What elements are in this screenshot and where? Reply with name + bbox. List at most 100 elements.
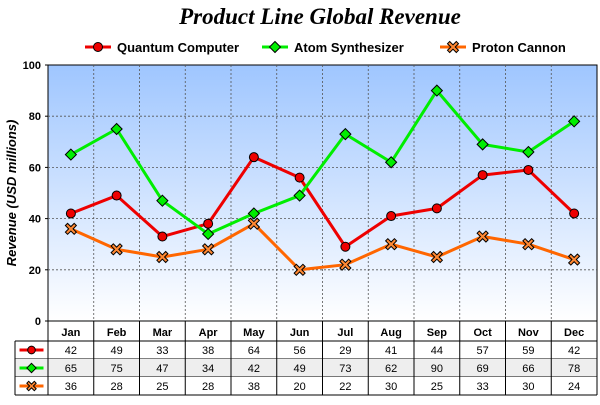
data-label: 30 [522, 381, 534, 393]
y-axis-ticks: 0 20 40 60 80 100 [23, 60, 48, 328]
series-line [70, 89, 575, 236]
data-point [65, 208, 76, 219]
legend-marker-icon [446, 40, 460, 54]
data-label: 57 [477, 345, 489, 357]
data-label: 64 [248, 345, 260, 357]
data-point [247, 217, 261, 230]
series-layer [64, 84, 581, 277]
data-point [523, 164, 534, 175]
data-label: 42 [65, 345, 77, 357]
data-label: 65 [65, 363, 77, 375]
x-tick-label: Sep [427, 327, 447, 339]
data-point [430, 250, 444, 264]
chart-title: Product Line Global Revenue [178, 4, 461, 29]
legend-item: Proton Cannon [440, 40, 566, 55]
legend-marker-icon [268, 40, 282, 54]
x-tick-label: Nov [518, 327, 540, 339]
data-label: 30 [385, 381, 397, 393]
data-label: 42 [248, 363, 260, 375]
table-row [15, 359, 597, 377]
data-table: Jan Feb Mar Apr May Jun Jul Aug Sep Oct Nov Dec 42 49… [14, 321, 598, 396]
data-label: 44 [431, 345, 443, 357]
legend-label: Atom Synthesizer [294, 40, 404, 55]
data-point [476, 230, 489, 243]
data-point [110, 122, 123, 136]
legend-label: Quantum Computer [117, 40, 239, 55]
data-point [430, 84, 444, 97]
data-point [522, 237, 535, 251]
data-point [477, 170, 488, 181]
data-label: 42 [568, 345, 580, 357]
data-label: 62 [385, 363, 397, 375]
y-tick-label: 80 [29, 111, 41, 123]
x-tick-label: Apr [199, 327, 219, 339]
data-point [156, 194, 169, 207]
data-point [567, 115, 581, 128]
table-key-icon [26, 380, 37, 392]
data-point [339, 127, 352, 141]
data-label: 29 [339, 345, 351, 357]
x-tick-label: Oct [473, 327, 492, 339]
data-label: 36 [65, 381, 77, 393]
data-point [384, 237, 398, 251]
data-point [386, 211, 397, 222]
y-axis-label: Revenue (USD millions) [4, 120, 19, 267]
data-label: 73 [339, 363, 351, 375]
data-point [64, 222, 78, 236]
data-point [64, 148, 78, 161]
data-label: 38 [248, 381, 260, 393]
data-label: 28 [202, 381, 214, 393]
series-proton-cannon [64, 217, 581, 277]
data-label: 66 [522, 363, 534, 375]
data-point [476, 138, 489, 151]
series-quantum-computer [65, 152, 580, 252]
data-label: 69 [477, 363, 489, 375]
data-label: 78 [568, 363, 580, 375]
data-label: 75 [111, 363, 123, 375]
data-label: 41 [385, 345, 397, 357]
data-point [157, 231, 168, 242]
data-point [339, 258, 352, 271]
y-tick-label: 40 [29, 214, 41, 226]
data-label: 38 [202, 345, 214, 357]
data-label: 28 [111, 381, 123, 393]
data-point [293, 263, 306, 277]
legend-label: Proton Cannon [472, 40, 566, 55]
table-key-icon [26, 362, 37, 374]
data-label: 33 [156, 345, 168, 357]
data-point [156, 250, 169, 264]
data-label: 22 [339, 381, 351, 393]
data-point [431, 203, 442, 214]
x-tick-label: Jul [337, 327, 353, 339]
legend-item: Quantum Computer [85, 40, 239, 55]
data-label: 24 [568, 381, 580, 393]
x-tick-label: Mar [153, 327, 173, 339]
data-point [340, 241, 351, 252]
data-point [248, 152, 259, 163]
table-key-icon [27, 345, 36, 355]
data-point [110, 243, 123, 256]
legend: Quantum Computer Atom Synthesizer Proton C… [85, 40, 566, 55]
data-point [294, 172, 305, 183]
y-tick-label: 60 [29, 162, 41, 174]
data-point [111, 190, 122, 201]
data-point [293, 189, 306, 202]
table-row [15, 377, 597, 395]
series-line [70, 222, 575, 272]
y-tick-label: 0 [35, 316, 41, 328]
data-point [247, 207, 261, 220]
data-point [384, 156, 398, 169]
data-point [567, 253, 581, 266]
data-label: 25 [156, 381, 168, 393]
data-point [203, 218, 214, 229]
data-point [522, 145, 535, 159]
data-label: 20 [294, 381, 306, 393]
y-tick-label: 20 [29, 265, 41, 277]
data-label: 90 [431, 363, 443, 375]
series-atom-synthesizer [64, 84, 581, 241]
x-tick-label: Jan [61, 327, 80, 339]
x-tick-label: Dec [564, 327, 584, 339]
data-point [201, 227, 215, 241]
data-label: 49 [111, 345, 123, 357]
